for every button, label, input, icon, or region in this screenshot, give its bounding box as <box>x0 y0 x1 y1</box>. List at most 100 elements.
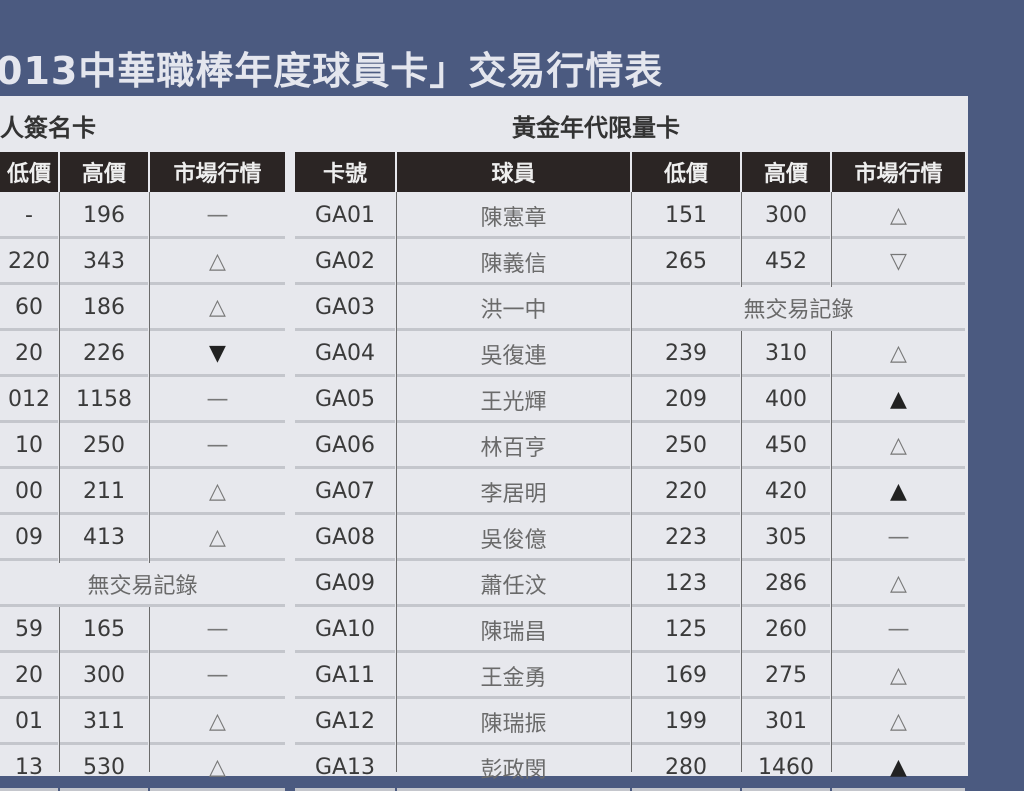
low-price-cell: 250 <box>632 425 740 469</box>
high-price-cell: 530 <box>60 747 148 791</box>
high-price-cell: 186 <box>60 287 148 331</box>
low-price-cell: 265 <box>632 241 740 285</box>
card-number-cell: GA13 <box>295 747 395 791</box>
card-number-cell: GA05 <box>295 379 395 423</box>
player-name-cell: 陳義信 <box>397 241 630 285</box>
trend-icon: ▲ <box>832 471 965 515</box>
right-section-heading: 黃金年代限量卡 <box>512 114 680 142</box>
player-name-cell: 陳瑞振 <box>397 701 630 745</box>
high-price-cell: 250 <box>60 425 148 469</box>
low-price-cell: 09 <box>0 517 58 561</box>
high-price-cell: 311 <box>60 701 148 745</box>
high-price-cell: 1158 <box>60 379 148 423</box>
low-price-cell: 59 <box>0 609 58 653</box>
column-header: 卡號 <box>295 152 395 192</box>
trend-icon: ▽ <box>832 241 965 285</box>
player-name-cell: 陳瑞昌 <box>397 609 630 653</box>
column-divider <box>831 192 832 772</box>
high-price-cell: 305 <box>742 517 830 561</box>
player-name-cell: 彭政閔 <box>397 747 630 791</box>
column-divider <box>741 192 742 772</box>
table-sheet <box>0 96 968 776</box>
page-title: 013中華職棒年度球員卡」交易行情表 <box>0 49 664 93</box>
trend-icon: — <box>832 609 965 653</box>
high-price-cell: 420 <box>742 471 830 515</box>
high-price-cell: 226 <box>60 333 148 377</box>
column-header: 高價 <box>742 152 830 192</box>
trend-icon: △ <box>150 471 285 515</box>
card-number-cell: GA04 <box>295 333 395 377</box>
high-price-cell: 300 <box>742 195 830 239</box>
low-price-cell: 01 <box>0 701 58 745</box>
column-header: 低價 <box>632 152 740 192</box>
card-number-cell: GA10 <box>295 609 395 653</box>
low-price-cell: 20 <box>0 655 58 699</box>
trend-icon: △ <box>150 747 285 791</box>
high-price-cell: 300 <box>60 655 148 699</box>
low-price-cell: 199 <box>632 701 740 745</box>
card-number-cell: GA03 <box>295 287 395 331</box>
low-price-cell: 10 <box>0 425 58 469</box>
card-number-cell: GA12 <box>295 701 395 745</box>
card-number-cell: GA06 <box>295 425 395 469</box>
trend-icon: △ <box>832 333 965 377</box>
low-price-cell: 223 <box>632 517 740 561</box>
column-header: 市場行情 <box>150 152 285 192</box>
trend-icon: — <box>150 379 285 423</box>
player-name-cell: 吳俊億 <box>397 517 630 561</box>
trend-icon: △ <box>832 563 965 607</box>
high-price-cell: 211 <box>60 471 148 515</box>
trend-icon: △ <box>832 425 965 469</box>
low-price-cell: 60 <box>0 287 58 331</box>
trend-icon: ▲ <box>832 379 965 423</box>
high-price-cell: 400 <box>742 379 830 423</box>
high-price-cell: 450 <box>742 425 830 469</box>
trend-icon: — <box>150 609 285 653</box>
trend-icon: — <box>150 425 285 469</box>
high-price-cell: 452 <box>742 241 830 285</box>
column-header: 市場行情 <box>832 152 965 192</box>
card-number-cell: GA08 <box>295 517 395 561</box>
column-header: 低價 <box>0 152 58 192</box>
low-price-cell: 125 <box>632 609 740 653</box>
trend-icon: ▲ <box>832 747 965 791</box>
column-divider <box>59 192 60 772</box>
trend-icon: △ <box>832 655 965 699</box>
card-number-cell: GA01 <box>295 195 395 239</box>
high-price-cell: 286 <box>742 563 830 607</box>
trend-icon: △ <box>832 701 965 745</box>
card-number-cell: GA09 <box>295 563 395 607</box>
low-price-cell: 00 <box>0 471 58 515</box>
column-header: 球員 <box>397 152 630 192</box>
column-divider <box>396 192 397 772</box>
player-name-cell: 洪一中 <box>397 287 630 331</box>
low-price-cell: 239 <box>632 333 740 377</box>
low-price-cell: 169 <box>632 655 740 699</box>
column-divider <box>149 192 150 772</box>
player-name-cell: 吳復連 <box>397 333 630 377</box>
low-price-cell: 220 <box>632 471 740 515</box>
trend-icon: — <box>150 655 285 699</box>
trend-icon: ▼ <box>150 333 285 377</box>
high-price-cell: 310 <box>742 333 830 377</box>
player-name-cell: 陳憲章 <box>397 195 630 239</box>
high-price-cell: 1460 <box>742 747 830 791</box>
high-price-cell: 413 <box>60 517 148 561</box>
high-price-cell: 275 <box>742 655 830 699</box>
high-price-cell: 260 <box>742 609 830 653</box>
low-price-cell: 209 <box>632 379 740 423</box>
trend-icon: — <box>150 195 285 239</box>
low-price-cell: 13 <box>0 747 58 791</box>
player-name-cell: 蕭任汶 <box>397 563 630 607</box>
low-price-cell: 012 <box>0 379 58 423</box>
low-price-cell: 151 <box>632 195 740 239</box>
trend-icon: △ <box>150 701 285 745</box>
low-price-cell: 280 <box>632 747 740 791</box>
trend-icon: △ <box>150 241 285 285</box>
low-price-cell: 20 <box>0 333 58 377</box>
left-section-heading: 人簽名卡 <box>0 114 96 142</box>
high-price-cell: 301 <box>742 701 830 745</box>
player-name-cell: 王金勇 <box>397 655 630 699</box>
no-record-cell: 無交易記錄 <box>0 563 285 607</box>
trend-icon: △ <box>832 195 965 239</box>
